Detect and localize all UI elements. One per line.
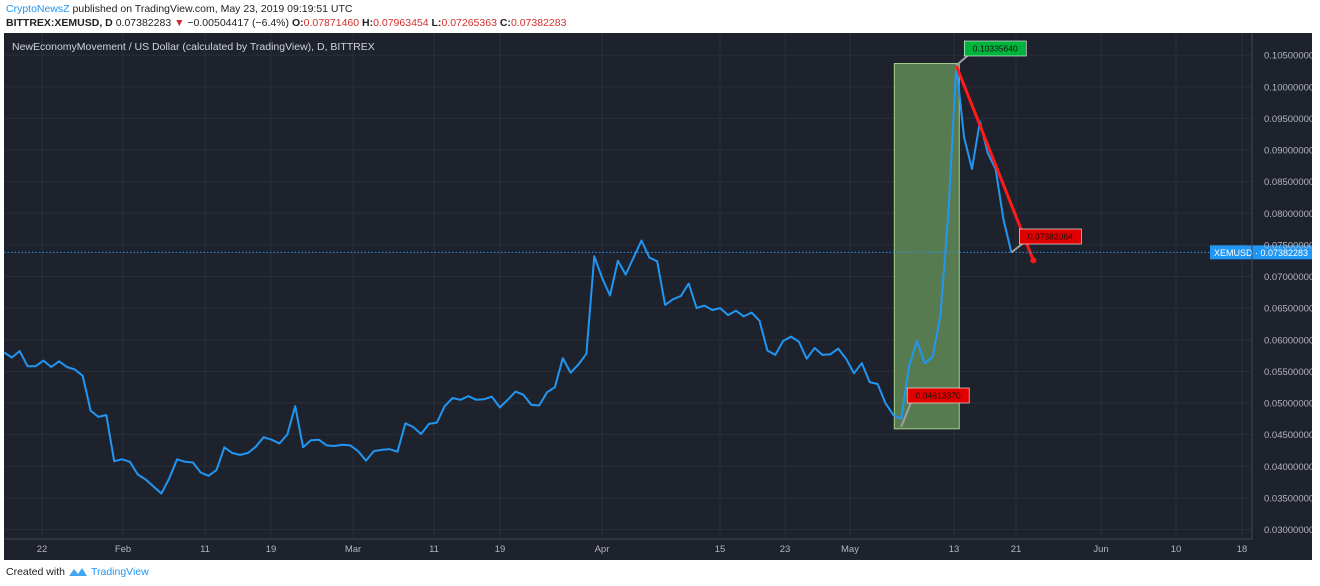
symbol-label: BITTREX:XEMUSD, D <box>6 17 113 29</box>
close-label: C: <box>499 17 511 29</box>
quote-bar: BITTREX:XEMUSD, D 0.07382283 ▼ −0.005044… <box>6 17 566 29</box>
target-callout-box <box>1019 228 1082 245</box>
high-label: H: <box>362 17 374 29</box>
trend-line <box>954 64 1035 261</box>
publish-text: published on TradingView.com, May 23, 20… <box>72 3 353 15</box>
x-tick-label: Feb <box>115 544 131 555</box>
trend-end-point <box>1030 257 1037 264</box>
y-tick-label: 0.07500000 <box>1264 240 1312 251</box>
x-tick-label: May <box>841 544 859 555</box>
x-tick-label: 10 <box>1171 544 1182 555</box>
x-tick-label: 19 <box>495 544 506 555</box>
y-tick-label: 0.09500000 <box>1264 114 1312 125</box>
price-chart[interactable]: NewEconomyMovement / US Dollar (calculat… <box>3 33 1314 560</box>
x-tick-label: 13 <box>949 544 960 555</box>
y-tick-label: 0.05000000 <box>1264 399 1312 410</box>
chart-background <box>4 33 1312 560</box>
high-callout-box <box>963 40 1027 57</box>
created-with-label: Created with <box>6 566 65 578</box>
high-callout-pointer <box>955 54 969 67</box>
price-series-line <box>3 64 1013 495</box>
tradingview-logo-icon <box>68 568 87 576</box>
tradingview-link[interactable]: TradingView <box>90 566 149 578</box>
x-tick-label: Jun <box>1093 544 1108 555</box>
last-price: 0.07382283 <box>115 17 172 29</box>
grid-lines <box>4 33 1252 539</box>
y-tick-label: 0.03000000 <box>1264 525 1312 536</box>
x-tick-label: Apr <box>595 544 610 555</box>
open-label: O: <box>291 17 304 29</box>
x-tick-label: 21 <box>1011 544 1022 555</box>
y-tick-label: 0.06000000 <box>1264 335 1312 346</box>
low-callout-text: 0.04813370 <box>916 391 961 401</box>
y-tick-label: 0.05500000 <box>1264 367 1312 378</box>
target-callout-pointer <box>1010 242 1024 254</box>
y-tick-label: 0.10000000 <box>1264 82 1312 93</box>
publish-info: CryptoNewsZ published on TradingView.com… <box>6 3 353 15</box>
x-tick-label: Mar <box>345 544 361 555</box>
y-tick-label: 0.04500000 <box>1264 430 1312 441</box>
low-value: 0.07265363 <box>441 17 497 29</box>
chart-container[interactable]: NewEconomyMovement / US Dollar (calculat… <box>3 33 1314 560</box>
x-tick-label: 23 <box>780 544 791 555</box>
low-label: L: <box>431 17 442 29</box>
x-tick-label: 19 <box>266 544 277 555</box>
price-change: −0.00504417 (−6.4%) <box>187 17 290 29</box>
high-value: 0.07963454 <box>373 17 429 29</box>
axes: 0.10500000 0.10000000 0.09500000 0.09000000… <box>4 33 1314 555</box>
current-price-tag <box>1210 245 1312 260</box>
current-price-label: XEMUSD · 0.07382283 <box>1214 248 1308 258</box>
y-tick-label: 0.08500000 <box>1264 177 1312 188</box>
footer: Created with TradingView <box>6 566 149 578</box>
down-arrow-icon: ▼ <box>174 17 185 29</box>
chart-title: NewEconomyMovement / US Dollar (calculat… <box>12 41 375 53</box>
open-value: 0.07871460 <box>303 17 360 29</box>
y-tick-label: 0.03500000 <box>1264 493 1312 504</box>
y-tick-label: 0.09000000 <box>1264 146 1312 157</box>
chart-marks: XEMUSD · 0.07382283 0.10335640 0.04813370 0… <box>3 40 1312 495</box>
y-tick-label: 0.07000000 <box>1264 272 1312 283</box>
y-tick-label: 0.04000000 <box>1264 462 1312 473</box>
x-tick-label: 18 <box>1237 544 1248 555</box>
x-tick-label: 11 <box>200 544 210 555</box>
y-tick-label: 0.10500000 <box>1264 51 1312 62</box>
author-link[interactable]: CryptoNewsZ <box>6 3 70 15</box>
low-callout-box <box>906 387 970 404</box>
y-tick-label: 0.08000000 <box>1264 209 1312 220</box>
x-tick-label: 22 <box>37 544 48 555</box>
highlight-range-box <box>893 63 960 430</box>
close-value: 0.07382283 <box>510 17 567 29</box>
target-callout-text: 0.07382064 <box>1028 232 1073 242</box>
high-callout-text: 0.10335640 <box>973 44 1018 54</box>
low-callout-pointer <box>900 401 913 428</box>
x-tick-label: 11 <box>429 544 439 555</box>
y-tick-label: 0.06500000 <box>1264 304 1312 315</box>
x-tick-label: 15 <box>715 544 726 555</box>
